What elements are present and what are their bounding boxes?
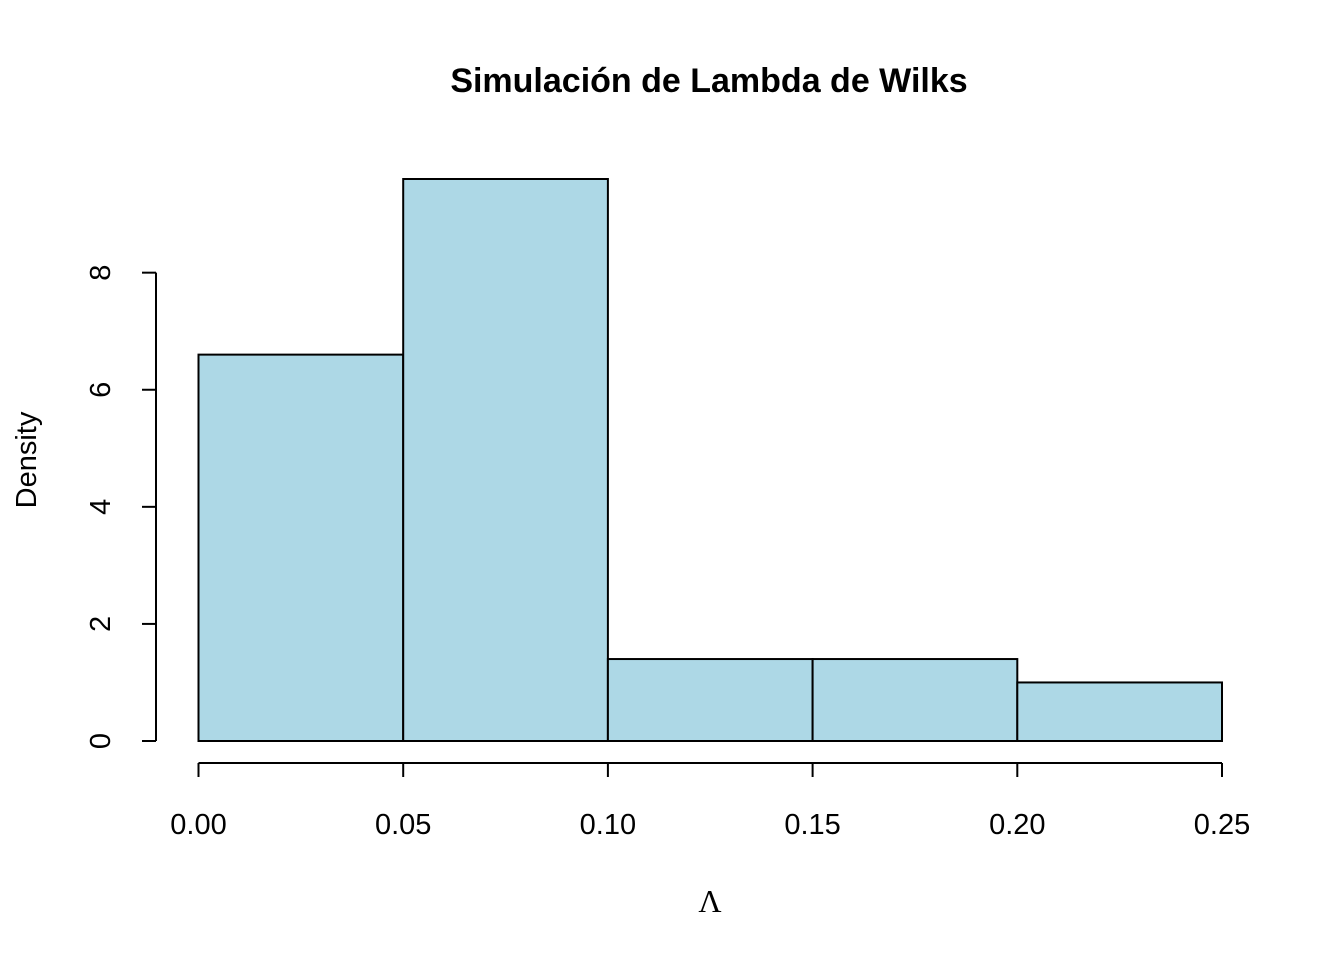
x-tick-label: 0.20 [989,809,1045,841]
x-tick-label: 0.15 [784,809,840,841]
x-axis-label: Λ [698,883,721,919]
y-tick-label: 8 [85,265,117,281]
y-tick-label: 0 [85,733,117,749]
histogram-bar-0 [197,353,405,742]
y-axis-label: Density [11,411,43,508]
histogram-bar-2 [606,658,814,743]
y-tick-label: 2 [85,616,117,632]
x-tick-label: 0.10 [580,809,636,841]
x-tick-label: 0.05 [375,809,431,841]
x-axis: 0.00 0.05 0.10 0.15 0.20 0.25 [170,762,1250,841]
histogram-bar-3 [811,658,1019,743]
y-axis: 0 2 4 6 8 [85,265,157,749]
x-tick-label: 0.00 [170,809,226,841]
x-tick-label: 0.25 [1194,809,1250,841]
y-tick-label: 6 [85,382,117,398]
y-tick-label: 4 [85,499,117,515]
bars-group [197,178,1223,743]
histogram-bar-1 [402,178,609,742]
chart-title: Simulación de Lambda de Wilks [450,62,967,100]
histogram-bar-4 [1016,681,1223,742]
